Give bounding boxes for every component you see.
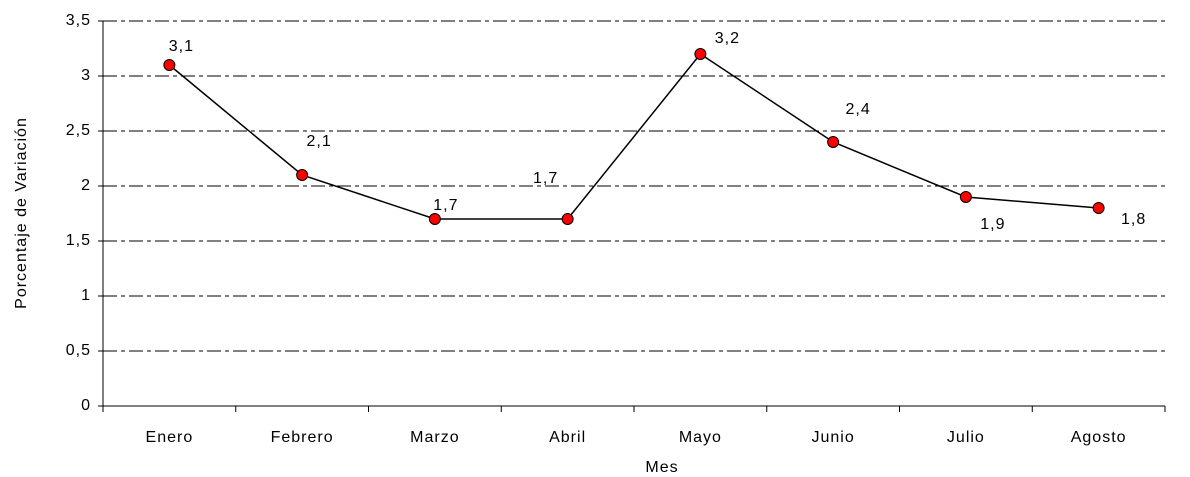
x-axis-title: Mes bbox=[645, 459, 678, 476]
x-tick-label: Junio bbox=[812, 429, 855, 446]
data-label: 3,1 bbox=[169, 38, 194, 55]
data-label: 1,7 bbox=[433, 197, 458, 214]
x-tick-label: Enero bbox=[146, 429, 194, 446]
y-tick-label: 3 bbox=[81, 67, 91, 84]
x-tick-label: Febrero bbox=[271, 429, 334, 446]
data-point bbox=[959, 191, 972, 203]
data-label: 2,4 bbox=[846, 101, 871, 118]
y-tick-label: 1 bbox=[81, 287, 91, 304]
y-axis-title: Porcentaje de Variación bbox=[13, 117, 30, 309]
data-point bbox=[694, 48, 707, 60]
x-tick-label: Julio bbox=[947, 429, 985, 446]
data-point bbox=[163, 59, 176, 71]
y-tick-label: 0 bbox=[81, 397, 91, 414]
data-label: 3,2 bbox=[715, 30, 740, 47]
y-tick-label: 0,5 bbox=[66, 342, 91, 359]
data-point bbox=[561, 213, 574, 225]
series-line bbox=[168, 52, 1099, 220]
y-tick-label: 2 bbox=[81, 177, 91, 194]
x-tick-label: Mayo bbox=[679, 429, 722, 446]
data-point bbox=[296, 169, 309, 181]
y-tick-label: 2,5 bbox=[66, 122, 91, 139]
data-label: 2,1 bbox=[307, 133, 332, 150]
x-tick-label: Marzo bbox=[410, 429, 459, 446]
x-tick-label: Abril bbox=[549, 429, 586, 446]
y-tick-label: 3,5 bbox=[66, 12, 91, 29]
data-point bbox=[428, 213, 441, 225]
data-label: 1,8 bbox=[1121, 211, 1146, 228]
data-label: 1,9 bbox=[980, 216, 1005, 233]
data-point bbox=[1092, 202, 1105, 214]
data-point bbox=[827, 136, 840, 148]
x-tick-label: Agosto bbox=[1071, 429, 1127, 446]
y-tick-label: 1,5 bbox=[66, 232, 91, 249]
data-label: 1,7 bbox=[533, 170, 558, 187]
